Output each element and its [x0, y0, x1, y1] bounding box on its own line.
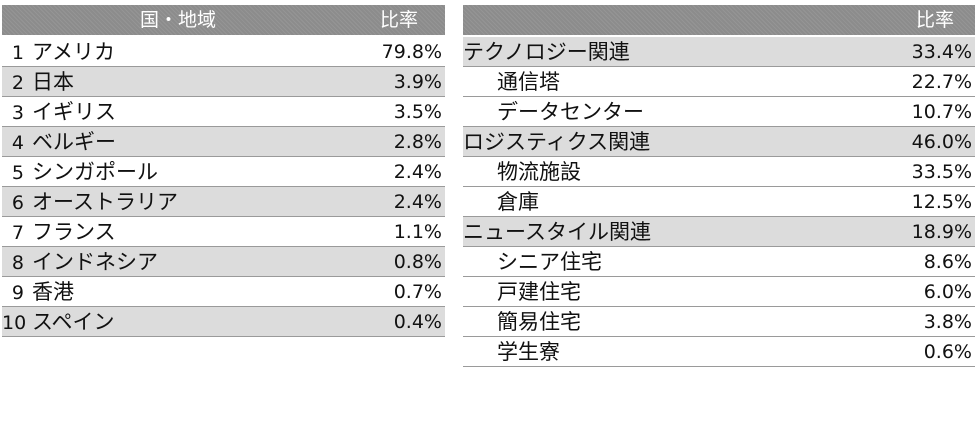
row-value: 0.8% [393, 251, 442, 273]
table-row: 7 フランス 1.1% [2, 217, 445, 247]
sector-subcategory-row: 戸建住宅 6.0% [463, 277, 975, 307]
table-row: 1 アメリカ 79.8% [2, 37, 445, 67]
row-value: 33.5% [911, 161, 972, 183]
row-rank: 6 [11, 192, 24, 214]
row-value: 0.6% [923, 341, 972, 363]
row-value: 3.8% [923, 311, 972, 333]
sector-subcategory-row: データセンター 10.7% [463, 97, 975, 127]
country-table-header: 国・地域 比率 [2, 5, 445, 37]
sector-subcategory-row: 学生寮 0.6% [463, 337, 975, 367]
row-name: 香港 [32, 280, 74, 304]
row-name: テクノロジー関連 [463, 40, 630, 64]
ratio-column-header: 比率 [915, 9, 954, 31]
row-rank: 4 [11, 132, 24, 154]
row-name: 日本 [32, 70, 74, 94]
sector-category-row: テクノロジー関連 33.4% [463, 37, 975, 67]
row-name: 簡易住宅 [497, 310, 581, 334]
row-rank: 1 [11, 42, 24, 64]
row-value: 8.6% [923, 251, 972, 273]
row-value: 0.4% [393, 311, 442, 333]
sector-subcategory-row: 通信塔 22.7% [463, 67, 975, 97]
row-name: データセンター [497, 100, 644, 124]
table-row: 9 香港 0.7% [2, 277, 445, 307]
row-name: スペイン [32, 310, 115, 334]
row-value: 0.7% [393, 281, 442, 303]
row-name: オーストラリア [32, 190, 178, 214]
row-value: 2.4% [393, 191, 442, 213]
table-row: 5 シンガポール 2.4% [2, 157, 445, 187]
sector-subcategory-row: シニア住宅 8.6% [463, 247, 975, 277]
table-row: 2 日本 3.9% [2, 67, 445, 97]
row-value: 6.0% [923, 281, 972, 303]
table-row: 8 インドネシア 0.8% [2, 247, 445, 277]
row-name: 戸建住宅 [497, 280, 581, 304]
row-rank: 7 [11, 222, 24, 244]
sector-allocation-table: 比率 テクノロジー関連 33.4% 通信塔 22.7% データセンター 10.7% ロ… [463, 5, 975, 367]
row-name: 学生寮 [497, 340, 560, 364]
row-value: 2.4% [393, 161, 442, 183]
row-rank: 5 [11, 162, 24, 184]
row-value: 3.9% [393, 71, 442, 93]
row-name: ニュースタイル関連 [463, 220, 651, 244]
row-name: イギリス [32, 100, 116, 124]
row-name: ベルギー [32, 130, 116, 154]
row-name: シンガポール [32, 160, 158, 184]
row-rank: 2 [11, 72, 24, 94]
row-name: ロジスティクス関連 [463, 130, 651, 154]
country-allocation-table: 国・地域 比率 1 アメリカ 79.8% 2 日本 3.9% 3 イギリス 3.5% 4 ベル… [2, 5, 445, 337]
row-value: 22.7% [911, 71, 972, 93]
row-value: 46.0% [911, 131, 972, 153]
row-value: 33.4% [911, 41, 972, 63]
row-rank: 8 [11, 252, 24, 274]
sector-category-row: ロジスティクス関連 46.0% [463, 127, 975, 157]
row-value: 2.8% [393, 131, 442, 153]
row-rank: 9 [11, 282, 24, 304]
row-value: 12.5% [911, 191, 972, 213]
row-rank: 3 [11, 102, 24, 124]
table-row: 6 オーストラリア 2.4% [2, 187, 445, 217]
row-name: アメリカ [32, 40, 115, 64]
sector-category-row: ニュースタイル関連 18.9% [463, 217, 975, 247]
row-value: 79.8% [381, 41, 442, 63]
sector-table-header: 比率 [463, 5, 975, 37]
sector-subcategory-row: 倉庫 12.5% [463, 187, 975, 217]
row-name: シニア住宅 [497, 250, 602, 274]
row-name: フランス [32, 220, 116, 244]
row-name: 物流施設 [497, 160, 581, 184]
row-value: 10.7% [911, 101, 972, 123]
sector-subcategory-row: 簡易住宅 3.8% [463, 307, 975, 337]
row-name: インドネシア [32, 250, 158, 274]
ratio-column-header: 比率 [379, 9, 418, 31]
row-value: 1.1% [393, 221, 442, 243]
table-row: 3 イギリス 3.5% [2, 97, 445, 127]
row-rank: 10 [2, 312, 27, 334]
table-row: 10 スペイン 0.4% [2, 307, 445, 337]
row-name: 倉庫 [497, 190, 539, 214]
row-value: 3.5% [393, 101, 442, 123]
row-name: 通信塔 [497, 70, 560, 94]
table-row: 4 ベルギー 2.8% [2, 127, 445, 157]
sector-subcategory-row: 物流施設 33.5% [463, 157, 975, 187]
country-column-header: 国・地域 [139, 9, 216, 31]
row-value: 18.9% [911, 221, 972, 243]
